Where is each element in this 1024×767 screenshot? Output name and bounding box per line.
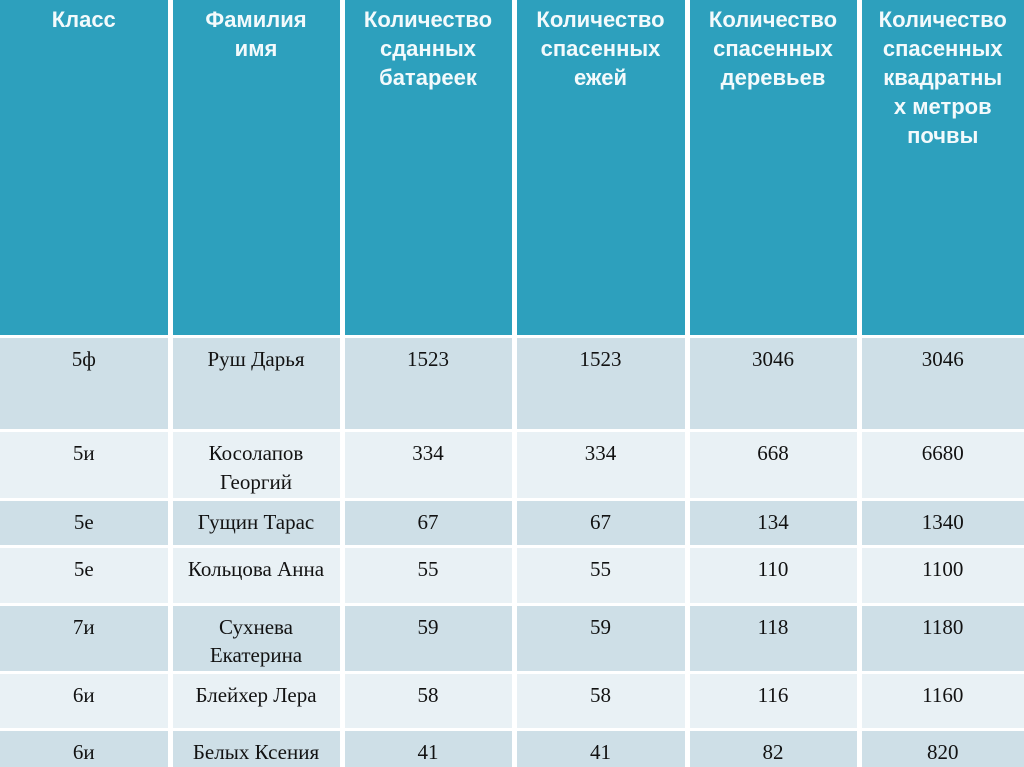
soil-cell: 3046 bbox=[856, 334, 1024, 433]
name-cell: Сухнева Екатерина bbox=[167, 602, 345, 675]
trees-cell: 134 bbox=[684, 497, 862, 549]
batteries-cell: 59 bbox=[339, 602, 517, 675]
hedgehogs-cell: 55 bbox=[511, 545, 690, 606]
batteries-cell: 67 bbox=[339, 497, 517, 549]
table-row: 5е Кольцова Анна 55 55 110 1100 bbox=[0, 545, 1024, 606]
header-row: Класс Фамилия имя Количество сданных бат… bbox=[0, 0, 1024, 338]
class-cell: 5ф bbox=[0, 334, 173, 433]
trees-cell: 668 bbox=[684, 429, 862, 501]
hedgehogs-cell: 41 bbox=[511, 727, 690, 767]
trees-cell: 110 bbox=[684, 545, 862, 606]
column-header-batteries: Количество сданных батареек bbox=[339, 0, 517, 338]
trees-cell: 3046 bbox=[684, 334, 862, 433]
column-header-hedgehogs: Количество спасенных ежей bbox=[511, 0, 690, 338]
hedgehogs-cell: 67 bbox=[511, 497, 690, 549]
table-row: 6и Белых Ксения 41 41 82 820 bbox=[0, 727, 1024, 767]
hedgehogs-cell: 1523 bbox=[511, 334, 690, 433]
table-header: Класс Фамилия имя Количество сданных бат… bbox=[0, 0, 1024, 338]
column-header-soil: Количество спасенных квадратны х метров … bbox=[856, 0, 1024, 338]
table-row: 7и Сухнева Екатерина 59 59 118 1180 bbox=[0, 602, 1024, 675]
class-cell: 7и bbox=[0, 602, 173, 675]
name-cell: Гущин Тарас bbox=[167, 497, 345, 549]
class-cell: 6и bbox=[0, 727, 173, 767]
soil-cell: 1340 bbox=[856, 497, 1024, 549]
table-body: 5ф Руш Дарья 1523 1523 3046 3046 5и Косо… bbox=[0, 334, 1024, 767]
trees-cell: 118 bbox=[684, 602, 862, 675]
soil-cell: 820 bbox=[856, 727, 1024, 767]
table-row: 5е Гущин Тарас 67 67 134 1340 bbox=[0, 497, 1024, 549]
soil-cell: 1180 bbox=[856, 602, 1024, 675]
table-row: 6и Блейхер Лера 58 58 116 1160 bbox=[0, 671, 1024, 731]
name-cell: Косолапов Георгий bbox=[167, 429, 345, 501]
name-cell: Руш Дарья bbox=[167, 334, 345, 433]
column-header-class: Класс bbox=[0, 0, 173, 338]
hedgehogs-cell: 58 bbox=[511, 671, 690, 731]
soil-cell: 1100 bbox=[856, 545, 1024, 606]
batteries-cell: 41 bbox=[339, 727, 517, 767]
name-cell: Кольцова Анна bbox=[167, 545, 345, 606]
batteries-cell: 58 bbox=[339, 671, 517, 731]
trees-cell: 82 bbox=[684, 727, 862, 767]
table-row: 5ф Руш Дарья 1523 1523 3046 3046 bbox=[0, 334, 1024, 433]
name-cell: Белых Ксения bbox=[167, 727, 345, 767]
table-row: 5и Косолапов Георгий 334 334 668 6680 bbox=[0, 429, 1024, 501]
name-cell: Блейхер Лера bbox=[167, 671, 345, 731]
batteries-cell: 55 bbox=[339, 545, 517, 606]
class-cell: 6и bbox=[0, 671, 173, 731]
soil-cell: 1160 bbox=[856, 671, 1024, 731]
class-cell: 5е bbox=[0, 545, 173, 606]
class-cell: 5е bbox=[0, 497, 173, 549]
class-cell: 5и bbox=[0, 429, 173, 501]
column-header-name: Фамилия имя bbox=[167, 0, 345, 338]
hedgehogs-cell: 59 bbox=[511, 602, 690, 675]
trees-cell: 116 bbox=[684, 671, 862, 731]
column-header-trees: Количество спасенных деревьев bbox=[684, 0, 862, 338]
batteries-cell: 334 bbox=[339, 429, 517, 501]
hedgehogs-cell: 334 bbox=[511, 429, 690, 501]
batteries-cell: 1523 bbox=[339, 334, 517, 433]
soil-cell: 6680 bbox=[856, 429, 1024, 501]
